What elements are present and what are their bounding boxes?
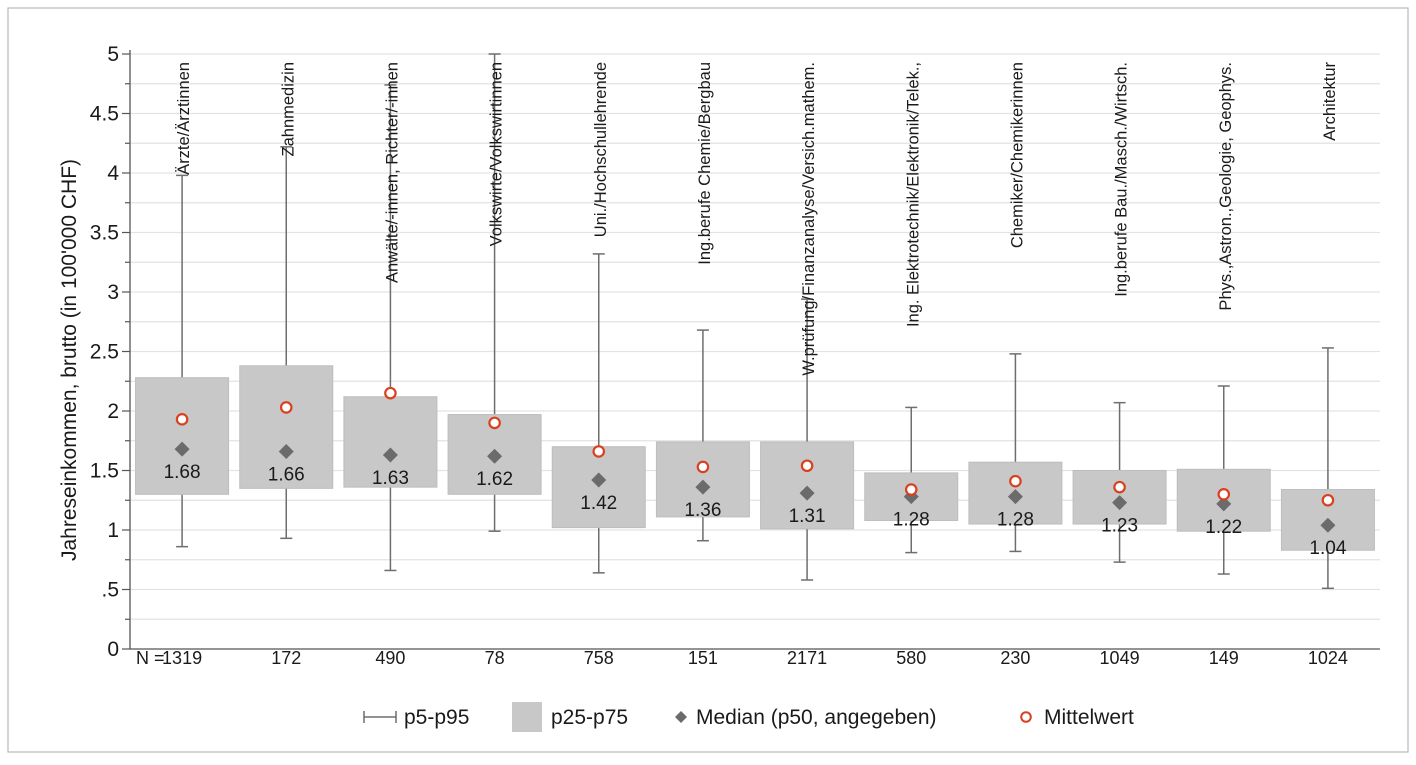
median-label: 1.04 [1309, 538, 1346, 559]
category-label: Phys.,Astron.,Geologie, Geophys. [1217, 62, 1235, 311]
legend-label-whisker: p5-p95 [404, 706, 469, 729]
median-marker [1007, 489, 1023, 505]
n-count: 580 [896, 648, 926, 668]
median-label: 1.66 [268, 464, 305, 485]
median-label: 1.68 [164, 462, 201, 483]
iqr-box [760, 441, 855, 530]
category-label: W.prüfung/Finanzanalyse/Versich.mathem. [800, 62, 818, 376]
median-label: 1.23 [1101, 516, 1138, 537]
iqr-box [239, 365, 334, 489]
median-label: 1.36 [684, 500, 721, 521]
n-count: 1049 [1100, 648, 1140, 668]
legend-label-mean: Mittelwert [1044, 706, 1134, 729]
y-tick-label: .5 [101, 579, 119, 602]
median-label: 1.28 [997, 510, 1034, 531]
y-tick-label: 2 [107, 400, 119, 423]
mean-marker [1321, 493, 1335, 507]
y-tick-label: 3.5 [90, 222, 119, 245]
legend: p5-p95 p25-p75 Median (p50, angegeben) Mitt… [363, 702, 1134, 732]
iqr-box [135, 377, 230, 495]
legend-mean-swatch [1020, 711, 1032, 723]
category-label: Chemiker/Chemikerinnen [1008, 62, 1026, 248]
mean-marker [1217, 487, 1231, 501]
n-count: 149 [1209, 648, 1239, 668]
category-label: Ärzte/Ärztinnen [175, 62, 193, 175]
mean-marker [800, 459, 814, 473]
median-marker [695, 479, 711, 495]
y-tick-label: 1.5 [90, 460, 119, 483]
category-label: Architektur [1321, 61, 1339, 140]
median-marker [799, 485, 815, 501]
category-label: Anwälte/-innen, Richter/-innen [383, 62, 401, 283]
mean-marker [904, 483, 918, 496]
plot-layer: 1.68 Ärzte/Ärztinnen 1319 1.66 Zahnmedizin 17… [135, 53, 1375, 668]
y-tick-label: 3 [107, 281, 119, 304]
median-label: 1.31 [789, 506, 826, 527]
category-label: Ing.berufe Bau./Masch./Wirtsch. [1113, 62, 1131, 297]
median-marker [174, 441, 190, 457]
axis-layer: 0 .5 1 1.5 2 2.5 3 3.5 4 4.5 5 [90, 43, 1380, 661]
n-count: 78 [485, 648, 505, 668]
median-label: 1.28 [893, 510, 930, 531]
n-count: 758 [584, 648, 614, 668]
n-prefix: N = [136, 648, 165, 668]
category-label: Ing. Elektrotechnik/Elektronik/Telek., [904, 62, 922, 327]
median-marker [1320, 517, 1336, 533]
n-count: 230 [1000, 648, 1030, 668]
y-tick-label: 4 [107, 162, 119, 185]
category-label: Volkswirte/Volkswirtinnen [488, 62, 506, 246]
iqr-box [655, 441, 750, 518]
legend-median-swatch [675, 711, 687, 723]
n-count: 172 [271, 648, 301, 668]
mean-marker [592, 445, 606, 458]
category-label: Ing.berufe Chemie/Bergbau [696, 62, 714, 265]
median-marker [382, 447, 398, 463]
median-marker [591, 472, 607, 488]
y-tick-label: 1 [107, 519, 119, 542]
legend-box-swatch [512, 702, 542, 732]
mean-marker [696, 460, 710, 474]
median-label: 1.42 [580, 493, 617, 514]
mean-marker [175, 413, 189, 426]
n-count: 490 [375, 648, 405, 668]
iqr-box [343, 396, 438, 488]
median-label: 1.62 [476, 469, 513, 490]
median-marker [487, 448, 503, 464]
y-tick-label: 0 [107, 638, 119, 661]
median-marker [1216, 496, 1232, 512]
mean-marker [384, 386, 397, 400]
n-count: 151 [688, 648, 718, 668]
n-count: 1024 [1308, 648, 1348, 668]
median-marker [1112, 495, 1128, 511]
y-tick-label: 4.5 [90, 103, 119, 126]
mean-marker [488, 416, 501, 430]
mean-marker [1113, 480, 1126, 494]
median-marker [278, 443, 294, 459]
legend-label-box: p25-p75 [551, 706, 628, 729]
n-count: 1319 [162, 648, 202, 668]
y-tick-label: 2.5 [90, 341, 119, 364]
category-label: Uni./Hochschullehrende [592, 62, 610, 237]
median-label: 1.22 [1205, 517, 1242, 538]
n-count: 2171 [787, 648, 827, 668]
mean-marker [279, 401, 293, 414]
grid-layer [130, 53, 1380, 620]
category-label: Zahnmedizin [279, 62, 297, 156]
mean-marker [1009, 474, 1022, 488]
median-label: 1.63 [372, 468, 409, 489]
y-axis-label: Jahreseinkommen, brutto (in 100'000 CHF) [58, 159, 81, 561]
legend-label-median: Median (p50, angegeben) [696, 706, 937, 729]
y-tick-label: 5 [107, 43, 119, 66]
